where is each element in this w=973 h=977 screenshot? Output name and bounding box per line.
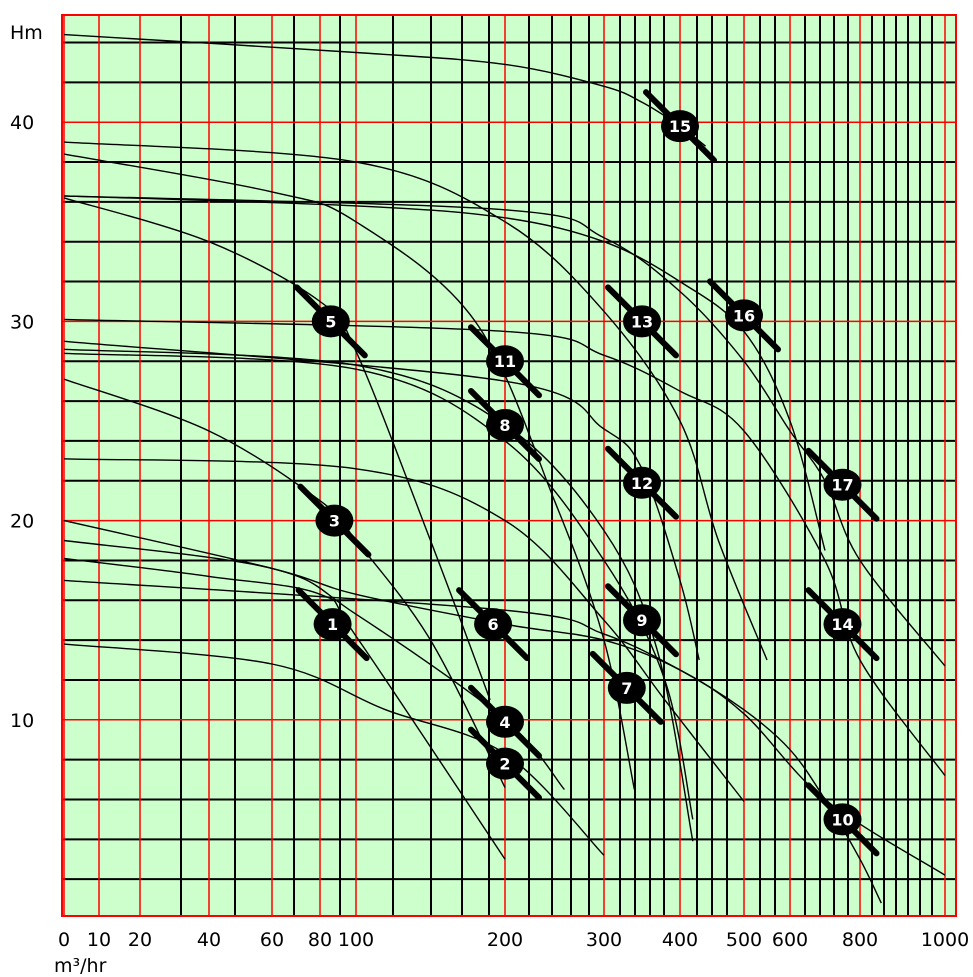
curve-7 — [63, 458, 745, 802]
curve-badge-7 — [607, 671, 646, 704]
curve-badge-3 — [315, 504, 354, 537]
curve-9 — [63, 352, 694, 820]
curve-14 — [63, 318, 946, 777]
curve-badge-6 — [474, 608, 513, 641]
curve-badge-13 — [623, 305, 661, 338]
curve-badge-label-12: 12 — [631, 474, 653, 493]
curve-badge-8 — [486, 408, 524, 441]
curve-badge-label-8: 8 — [499, 416, 510, 435]
x-tick-label: 100 — [338, 929, 374, 951]
plot-border — [61, 14, 957, 917]
curve-badge-12 — [623, 466, 661, 499]
x-tick-label: 400 — [662, 929, 698, 951]
curve-badge-label-13: 13 — [631, 312, 653, 331]
curve-17 — [63, 195, 946, 667]
curve-12 — [63, 340, 700, 661]
curve-badge-label-7: 7 — [621, 679, 632, 698]
x-tick-label: 600 — [772, 929, 808, 951]
y-tick-label: 20 — [10, 511, 34, 533]
curve-badge-2 — [486, 747, 524, 780]
curve-2 — [63, 643, 605, 856]
curve-badge-10 — [823, 803, 862, 836]
curve-badge-9 — [623, 604, 661, 637]
x-tick-label: 800 — [842, 929, 878, 951]
x-tick-label: 1000 — [921, 929, 969, 951]
curve-badge-5 — [311, 305, 350, 338]
x-tick-label: 300 — [586, 929, 622, 951]
curve-badge-1 — [313, 608, 352, 641]
curve-13 — [63, 141, 768, 661]
y-tick-label: 30 — [10, 311, 34, 333]
x-tick-label: 40 — [197, 929, 221, 951]
y-tick-labels: 10 20 30 40 — [10, 112, 34, 732]
curve-badge-label-2: 2 — [499, 755, 510, 774]
curve-badge-label-6: 6 — [488, 615, 499, 634]
x-tick-label: 20 — [128, 929, 152, 951]
curve-badge-11 — [486, 345, 524, 378]
curve-badge-15 — [661, 110, 699, 143]
y-axis-label: Hm — [10, 22, 43, 44]
x-tick-label: 10 — [87, 929, 111, 951]
curve-badge-label-3: 3 — [329, 512, 340, 531]
y-tick-label: 10 — [10, 710, 34, 732]
curve-badge-label-14: 14 — [831, 615, 853, 634]
curve-badge-16 — [725, 299, 763, 332]
curve-badge-label-4: 4 — [499, 713, 510, 732]
curve-badge-label-16: 16 — [733, 306, 755, 325]
x-tick-labels: 0 10 20 40 60 80 100 200 300 400 500 600 800 1000 — [58, 929, 969, 951]
x-tick-label: 0 — [58, 929, 70, 951]
curve-badge-17 — [823, 468, 862, 501]
curve-badge-label-11: 11 — [494, 352, 516, 371]
curve-8 — [63, 348, 694, 842]
curve-11 — [63, 153, 636, 790]
curve-6 — [63, 519, 946, 876]
curve-badge-label-10: 10 — [831, 810, 853, 829]
x-tick-label: 60 — [260, 929, 284, 951]
x-axis-label: m³/hr — [54, 955, 107, 977]
y-tick-label: 40 — [10, 112, 34, 134]
curve-16 — [63, 195, 826, 551]
curve-badge-4 — [486, 705, 524, 738]
curve-badge-label-9: 9 — [636, 611, 647, 630]
curve-badge-14 — [823, 608, 862, 641]
x-tick-label: 500 — [726, 929, 762, 951]
curve-badge-label-1: 1 — [327, 615, 338, 634]
curves — [63, 33, 946, 904]
curve-badge-label-15: 15 — [669, 117, 691, 136]
curve-badge-label-17: 17 — [831, 476, 853, 495]
x-tick-label: 80 — [308, 929, 332, 951]
x-tick-label: 200 — [487, 929, 523, 951]
curve-badge-label-5: 5 — [325, 312, 336, 331]
